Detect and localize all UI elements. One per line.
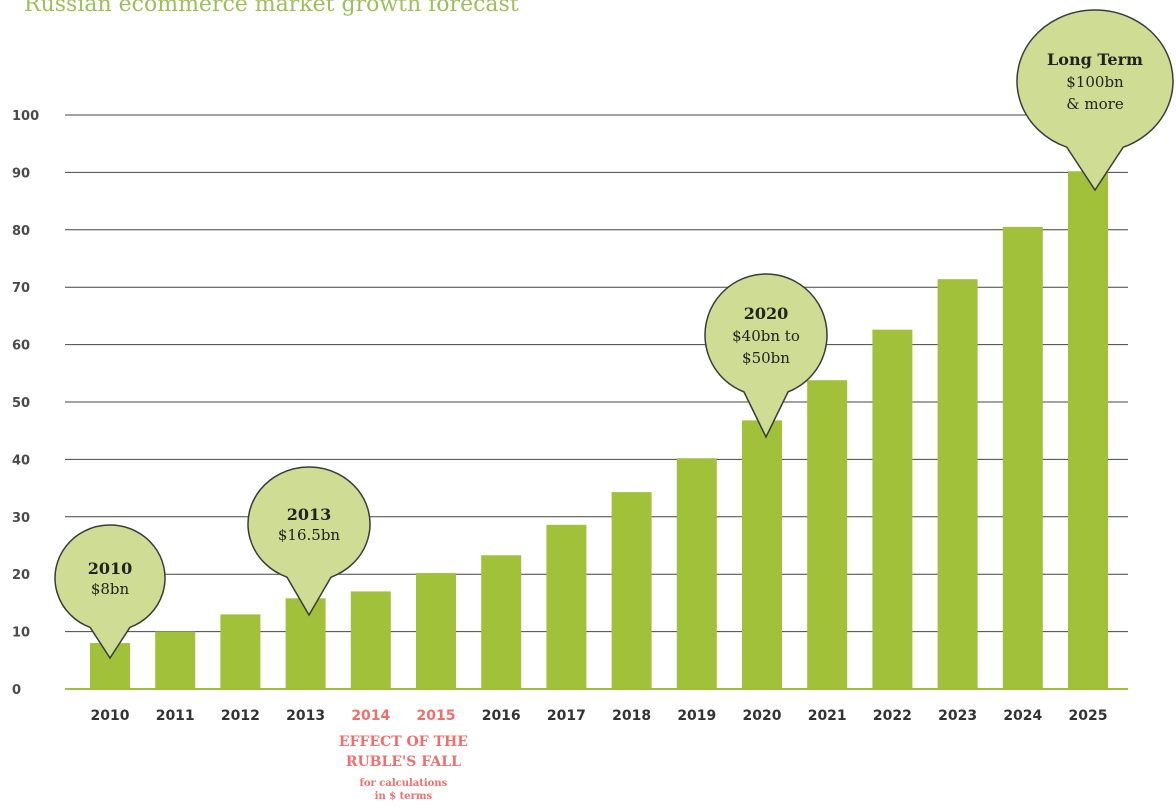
x-tick-label: 2015 — [417, 708, 456, 724]
y-tick-label: 40 — [12, 453, 30, 468]
x-tick-label: 2019 — [677, 708, 716, 724]
x-tick-label: 2023 — [938, 708, 977, 724]
x-tick-label: 2021 — [808, 708, 847, 724]
ruble-note: EFFECT OF THE RUBLE'S FALL for calculation… — [339, 734, 468, 802]
bubble-text: 2020 — [744, 304, 789, 323]
x-axis: 2010 2011 2012 2013 2014 2015 2016 2017 2018 2019… — [91, 708, 1108, 724]
bar — [937, 279, 978, 689]
y-axis: 0 10 20 30 40 50 60 70 80 90 100 — [12, 109, 39, 698]
bubble-text: $50bn — [742, 349, 790, 367]
bubble-shape — [247, 466, 371, 617]
x-tick-label: 2012 — [221, 708, 260, 724]
callout-bubbles: 2010 $8bn 2013 $16.5bn 2020 $40bn to $50bn Long… — [54, 9, 1174, 660]
y-tick-label: 100 — [12, 109, 39, 124]
note-subtext: for calculations — [360, 778, 448, 789]
bubble-shape — [704, 273, 828, 439]
x-tick-label: 2017 — [547, 708, 586, 724]
callout-bubble: Long Term $100bn & more — [1016, 9, 1174, 192]
bar — [285, 598, 326, 689]
y-tick-label: 60 — [12, 339, 30, 354]
bubble-text: 2010 — [88, 559, 133, 578]
y-tick-label: 0 — [12, 683, 21, 698]
bar — [1068, 171, 1108, 689]
x-tick-label: 2024 — [1003, 708, 1042, 724]
bar — [676, 458, 717, 689]
bar — [742, 420, 782, 689]
bar — [611, 492, 652, 689]
bar — [155, 631, 196, 689]
callout-bubble: 2013 $16.5bn — [247, 466, 371, 617]
y-tick-label: 50 — [12, 396, 30, 411]
bubble-text: $8bn — [91, 580, 130, 598]
y-tick-label: 30 — [12, 511, 30, 526]
bubble-text: $100bn — [1066, 73, 1124, 91]
bubble-text: $16.5bn — [278, 526, 341, 544]
bar — [220, 614, 261, 689]
x-tick-label: 2018 — [612, 708, 651, 724]
bar — [546, 524, 587, 689]
bubble-text: $40bn to — [732, 327, 800, 345]
y-tick-label: 90 — [12, 166, 30, 181]
x-tick-label: 2025 — [1069, 708, 1108, 724]
y-tick-label: 20 — [12, 568, 30, 583]
y-tick-label: 80 — [12, 224, 30, 239]
bar — [872, 329, 913, 689]
callout-bubble: 2020 $40bn to $50bn — [704, 273, 828, 439]
bar — [807, 380, 848, 689]
x-tick-label: 2010 — [91, 708, 130, 724]
x-tick-label: 2013 — [286, 708, 325, 724]
x-tick-label: 2022 — [873, 708, 912, 724]
note-subtext: in $ terms — [375, 791, 433, 802]
bars — [90, 171, 1108, 689]
note-heading: EFFECT OF THE — [339, 734, 468, 750]
x-tick-label: 2014 — [351, 708, 390, 724]
bar — [1002, 226, 1043, 689]
bubble-shape — [1016, 9, 1174, 192]
note-heading: RUBLE'S FALL — [346, 754, 461, 770]
bubble-text: & more — [1066, 95, 1124, 113]
x-tick-label: 2020 — [743, 708, 782, 724]
bubble-text: 2013 — [287, 505, 332, 524]
x-tick-label: 2011 — [156, 708, 195, 724]
bar — [350, 591, 391, 689]
y-tick-label: 10 — [12, 626, 30, 641]
x-tick-label: 2016 — [482, 708, 521, 724]
y-tick-label: 70 — [12, 281, 30, 296]
bubble-text: Long Term — [1047, 50, 1143, 69]
callout-bubble: 2010 $8bn — [54, 524, 166, 660]
bar — [481, 555, 522, 689]
bar — [416, 573, 456, 689]
chart-title: Russian ecommerce market growth forecast — [24, 0, 519, 17]
bubble-shape — [54, 524, 166, 660]
